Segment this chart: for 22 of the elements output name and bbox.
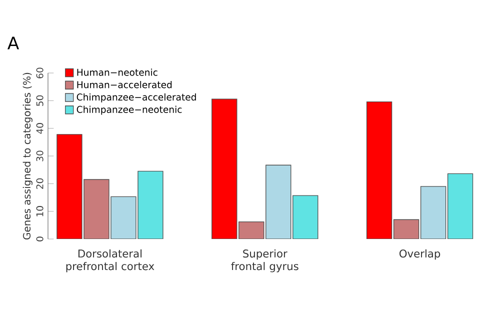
y-tick-label: 30 [36,150,44,162]
bar [366,101,392,239]
legend-label: Human−neotenic [77,68,158,76]
x-tick-label: Overlap [400,249,440,260]
x-tick-label: Dorsolateral prefrontal cortex [66,249,154,272]
y-tick-label: 40 [36,123,44,134]
x-tick-label: Superior frontal gyrus [231,249,298,272]
y-tick-label: 10 [36,206,44,216]
y-tick-label: 20 [36,178,44,189]
y-axis-title: Genes assigned to categories (%) [22,72,32,240]
y-tick-label: 0 [36,236,44,242]
y-tick-label: 50 [36,95,44,106]
legend-label: Chimpanzee−neotenic [76,106,182,115]
text: A [7,36,20,50]
bar [266,164,292,239]
legend-label: Chimpanzee−accelerated [76,93,196,102]
bar [212,98,238,239]
bar [110,196,136,239]
bar [56,134,82,239]
y-tick-label: 60 [36,68,44,78]
legend-label: Human−accelerated [77,81,172,88]
bar [420,186,446,239]
